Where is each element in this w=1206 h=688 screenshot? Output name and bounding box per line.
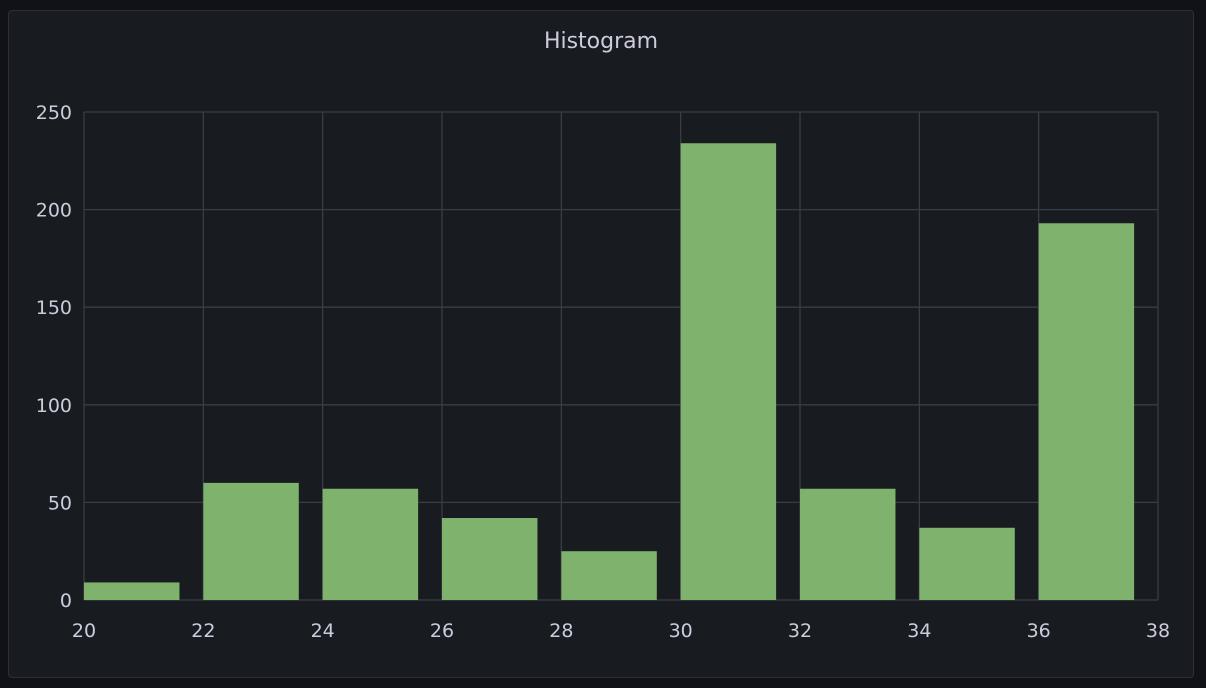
x-tick-label: 28 [549, 620, 573, 642]
histogram-bar [1038, 223, 1135, 600]
x-tick-label: 20 [72, 620, 96, 642]
y-tick-label: 100 [36, 395, 72, 417]
y-tick-label: 250 [36, 102, 72, 124]
y-tick-label: 50 [48, 492, 72, 514]
x-tick-label: 24 [311, 620, 335, 642]
histogram-bar [561, 551, 657, 600]
histogram-bar [203, 482, 299, 600]
histogram-bar [800, 488, 896, 600]
x-tick-label: 34 [907, 620, 931, 642]
x-tick-label: 32 [788, 620, 812, 642]
histogram-bar [919, 527, 1015, 600]
x-tick-label: 30 [669, 620, 693, 642]
y-tick-label: 200 [36, 200, 72, 222]
histogram-bar [322, 488, 419, 600]
x-tick-label: 38 [1146, 620, 1170, 642]
x-tick-label: 36 [1027, 620, 1051, 642]
x-tick-label: 26 [430, 620, 454, 642]
panel-title: Histogram [543, 29, 659, 54]
y-tick-label: 150 [36, 297, 72, 319]
histogram-bar [680, 143, 777, 600]
histogram-bar [442, 518, 538, 600]
x-tick-label: 22 [191, 620, 215, 642]
histogram-bar [84, 582, 180, 600]
y-tick-label: 0 [60, 590, 72, 612]
